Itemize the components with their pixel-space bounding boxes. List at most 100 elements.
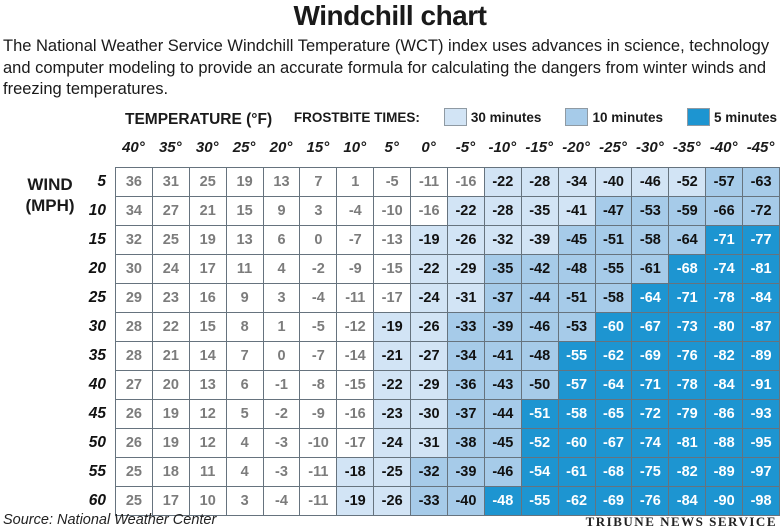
- windchill-cell: -46: [632, 168, 670, 197]
- frostbite-legend: FROSTBITE TIMES: 30 minutes 10 minutes 5 m…: [294, 108, 777, 126]
- windchill-cell: 11: [226, 255, 264, 284]
- windchill-cell: -3: [263, 429, 301, 458]
- windchill-cell: 26: [116, 400, 153, 429]
- windchill-cell: 21: [189, 197, 227, 226]
- temp-column-header: 10°: [343, 139, 367, 156]
- windchill-cell: -31: [411, 429, 448, 458]
- windchill-cell: 12: [189, 400, 227, 429]
- windchill-cell: -82: [669, 458, 707, 487]
- windchill-cell: 23: [152, 284, 190, 313]
- windchill-cell: 0: [300, 226, 338, 255]
- windchill-cell: 19: [152, 429, 190, 458]
- windchill-cell: -19: [411, 226, 448, 255]
- windchill-cell: -58: [632, 226, 670, 255]
- windchill-cell: -62: [558, 487, 596, 516]
- windchill-cell: -9: [300, 400, 338, 429]
- windchill-cell: 29: [116, 284, 153, 313]
- wind-speed-label: 10: [88, 202, 106, 219]
- windchill-cell: -61: [632, 255, 670, 284]
- windchill-cell: -81: [669, 429, 707, 458]
- windchill-cell: -4: [337, 197, 375, 226]
- windchill-cell: -22: [411, 255, 448, 284]
- windchill-cell: 4: [263, 255, 301, 284]
- wind-axis-label-line1: WIND: [27, 175, 73, 194]
- windchill-cell: 14: [189, 342, 227, 371]
- windchill-cell: -87: [743, 313, 780, 342]
- wind-speed-label: 35: [88, 347, 106, 364]
- windchill-cell: -81: [743, 255, 780, 284]
- windchill-cell: -7: [337, 226, 375, 255]
- windchill-cell: -44: [484, 400, 522, 429]
- windchill-cell: -54: [521, 458, 559, 487]
- windchill-cell: 25: [116, 487, 153, 516]
- windchill-cell: -72: [743, 197, 780, 226]
- windchill-cell: -53: [558, 313, 596, 342]
- temp-column-header: 0°: [421, 139, 436, 156]
- windchill-cell: 15: [226, 197, 264, 226]
- legend-item-label: 5 minutes: [713, 109, 777, 125]
- windchill-cell: -30: [411, 400, 448, 429]
- windchill-cell: -89: [706, 458, 744, 487]
- windchill-cell: -24: [411, 284, 448, 313]
- wind-speed-label: 60: [88, 492, 106, 509]
- windchill-cell: -25: [374, 458, 412, 487]
- windchill-cell: -16: [337, 400, 375, 429]
- windchill-cell: -72: [632, 400, 670, 429]
- windchill-cell: -18: [337, 458, 375, 487]
- windchill-cell: 8: [226, 313, 264, 342]
- windchill-cell: -46: [484, 458, 522, 487]
- temp-column-header: 5°: [384, 139, 399, 156]
- windchill-cell: -61: [558, 458, 596, 487]
- windchill-cell: -51: [595, 226, 633, 255]
- wind-speed-label: 50: [88, 434, 106, 451]
- windchill-cell: -22: [484, 168, 522, 197]
- legend-item: 5 minutes: [686, 108, 777, 126]
- windchill-cell: -64: [632, 284, 670, 313]
- windchill-cell: -48: [521, 342, 559, 371]
- windchill-cell: 21: [152, 342, 190, 371]
- temp-column-header: -30°: [636, 139, 664, 156]
- windchill-cell: -58: [558, 400, 596, 429]
- windchill-cell: -69: [632, 342, 670, 371]
- windchill-cell: -79: [669, 400, 707, 429]
- windchill-cell: -64: [669, 226, 707, 255]
- wind-speed-label: 30: [88, 318, 106, 335]
- windchill-cell: -2: [300, 255, 338, 284]
- windchill-cell: -28: [521, 168, 559, 197]
- temp-column-header: 20°: [269, 139, 293, 156]
- windchill-cell: -65: [595, 400, 633, 429]
- wind-speed-label: 20: [88, 260, 106, 277]
- windchill-cell: 34: [116, 197, 153, 226]
- windchill-cell: -89: [743, 342, 780, 371]
- windchill-cell: -67: [595, 429, 633, 458]
- windchill-cell: -90: [706, 487, 744, 516]
- legend-swatch: [686, 108, 710, 126]
- windchill-cell: -32: [411, 458, 448, 487]
- windchill-cell: 11: [189, 458, 227, 487]
- windchill-cell: 1: [263, 313, 301, 342]
- windchill-cell: 27: [116, 371, 153, 400]
- windchill-cell: -88: [706, 429, 744, 458]
- temp-column-header: -35°: [672, 139, 701, 156]
- windchill-cell: -50: [521, 371, 559, 400]
- temp-column-header: 40°: [122, 139, 145, 156]
- description-text: The National Weather Service Windchill T…: [3, 37, 770, 98]
- windchill-cell: -93: [743, 400, 780, 429]
- windchill-cell: 6: [263, 226, 301, 255]
- windchill-cell: 6: [226, 371, 264, 400]
- temp-column-header: 30°: [195, 139, 219, 156]
- windchill-cell: -41: [484, 342, 522, 371]
- windchill-cell: 3: [263, 284, 301, 313]
- windchill-cell: -8: [300, 371, 338, 400]
- windchill-cell: -73: [669, 313, 707, 342]
- windchill-cell: -41: [558, 197, 596, 226]
- windchill-cell: -47: [595, 197, 633, 226]
- windchill-cell: -84: [706, 371, 744, 400]
- windchill-cell: 19: [226, 168, 264, 197]
- windchill-cell: -52: [521, 429, 559, 458]
- windchill-cell: -76: [669, 342, 707, 371]
- windchill-cell: -16: [411, 197, 448, 226]
- windchill-cell: -28: [484, 197, 522, 226]
- windchill-cell: -22: [374, 371, 412, 400]
